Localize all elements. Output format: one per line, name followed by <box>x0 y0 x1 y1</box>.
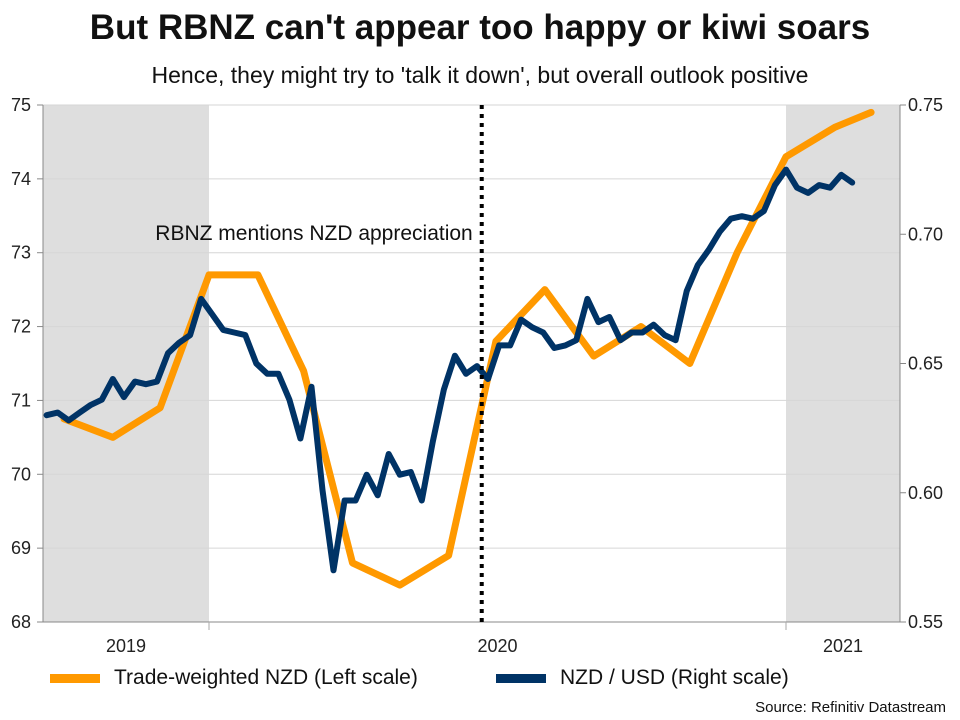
chart-title: But RBNZ can't appear too happy or kiwi … <box>89 8 871 47</box>
legend-swatch-navy <box>496 673 546 683</box>
left-tick-label: 71 <box>11 390 31 410</box>
shaded-period <box>43 105 209 622</box>
right-tick-label: 0.55 <box>908 612 943 632</box>
left-tick-label: 68 <box>11 612 31 632</box>
right-tick-label: 0.60 <box>908 483 943 503</box>
left-tick-label: 69 <box>11 538 31 558</box>
shaded-period <box>786 105 900 622</box>
source-note: Source: Refinitiv Datastream <box>755 699 946 716</box>
x-tick-label: 2021 <box>823 636 863 656</box>
left-tick-label: 72 <box>11 317 31 337</box>
legend-item-nzdusd: NZD / USD (Right scale) <box>496 666 789 690</box>
left-tick-label: 70 <box>11 464 31 484</box>
left-tick-label: 74 <box>11 169 31 189</box>
left-tick-label: 75 <box>11 95 31 115</box>
legend-swatch-orange <box>50 673 100 683</box>
left-tick-label: 73 <box>11 243 31 263</box>
annotation-label: RBNZ mentions NZD appreciation <box>155 222 472 245</box>
legend-item-trade-weighted: Trade-weighted NZD (Left scale) <box>50 666 418 690</box>
legend-label: NZD / USD (Right scale) <box>560 666 789 689</box>
chart-subtitle: Hence, they might try to 'talk it down',… <box>151 62 809 88</box>
series-line-nzd-usd <box>43 166 856 574</box>
right-tick-label: 0.65 <box>908 354 943 374</box>
legend-label: Trade-weighted NZD (Left scale) <box>114 666 418 689</box>
right-tick-label: 0.75 <box>908 95 943 115</box>
right-tick-label: 0.70 <box>908 224 943 244</box>
x-tick-label: 2020 <box>477 636 517 656</box>
x-tick-label: 2019 <box>106 636 146 656</box>
